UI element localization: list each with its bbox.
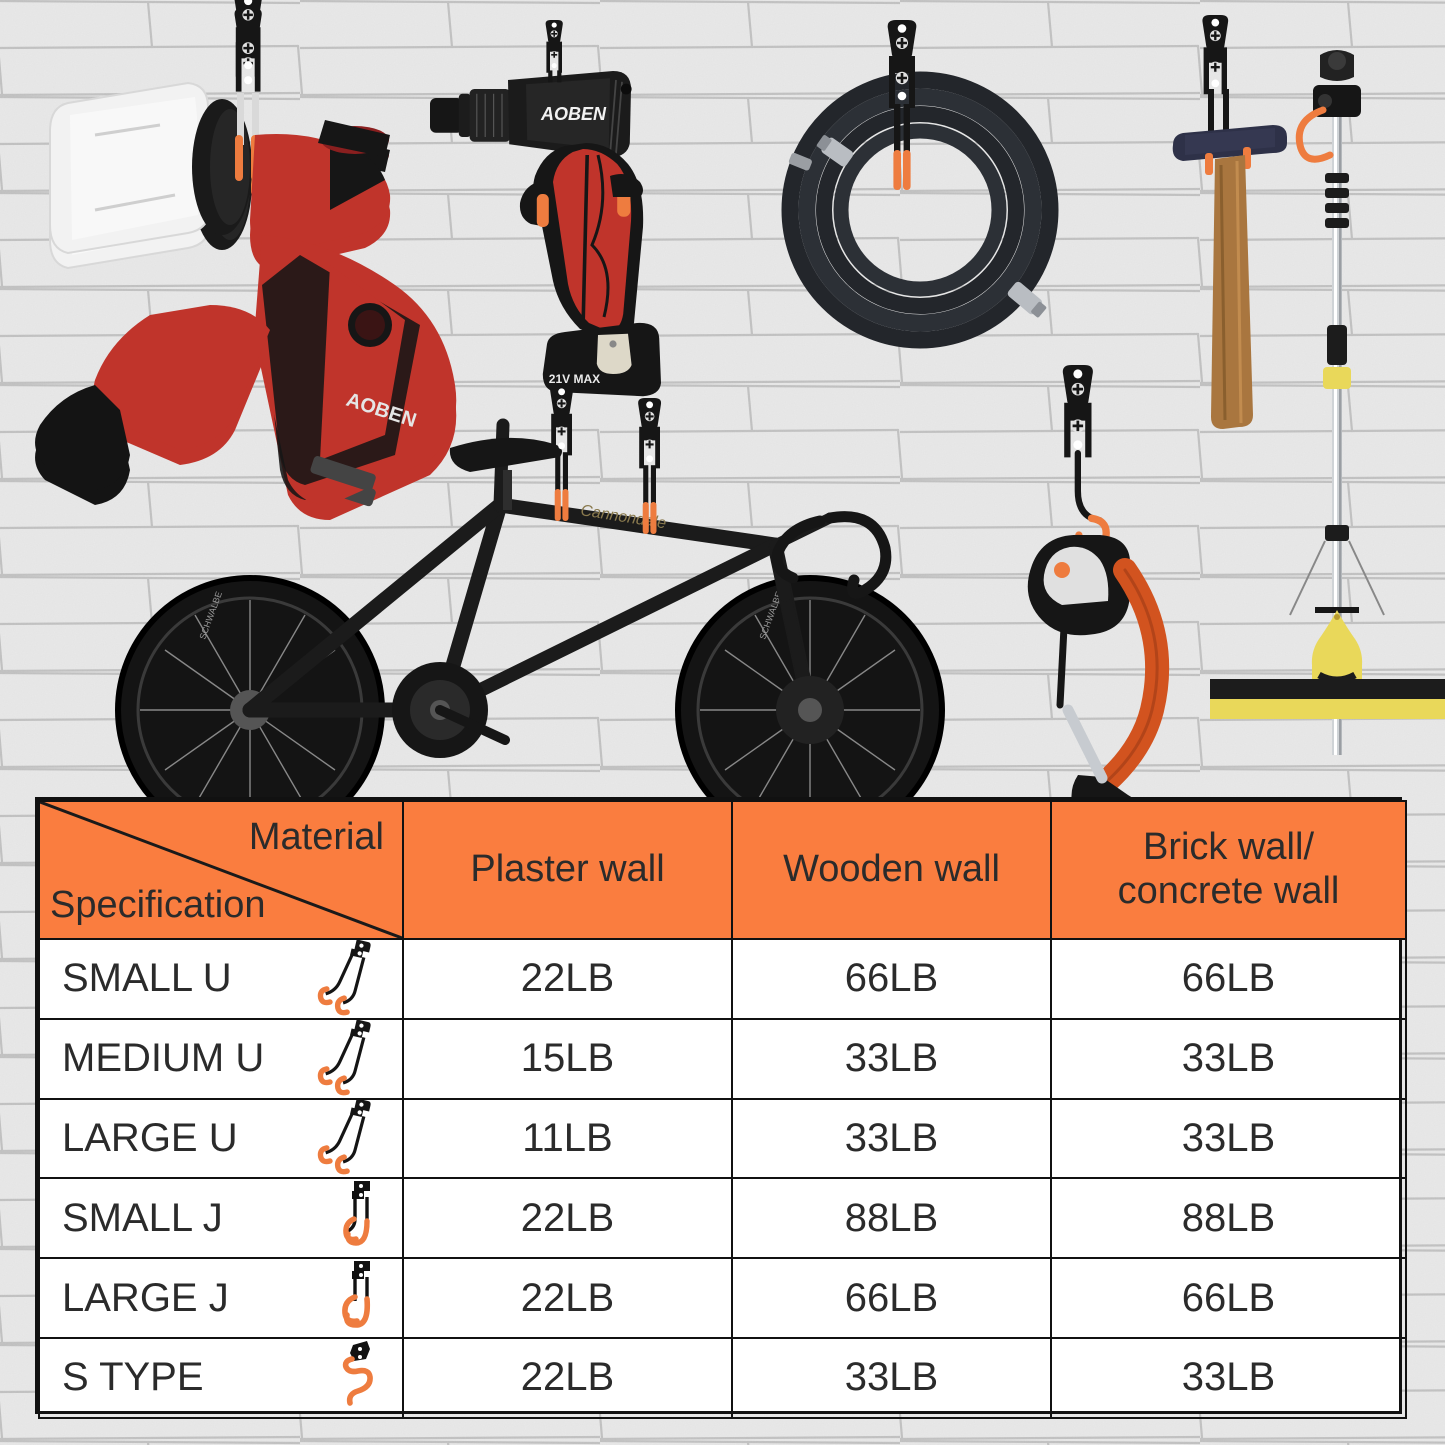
svg-text:AOBEN: AOBEN	[540, 104, 607, 124]
svg-text:21V MAX: 21V MAX	[549, 372, 600, 386]
